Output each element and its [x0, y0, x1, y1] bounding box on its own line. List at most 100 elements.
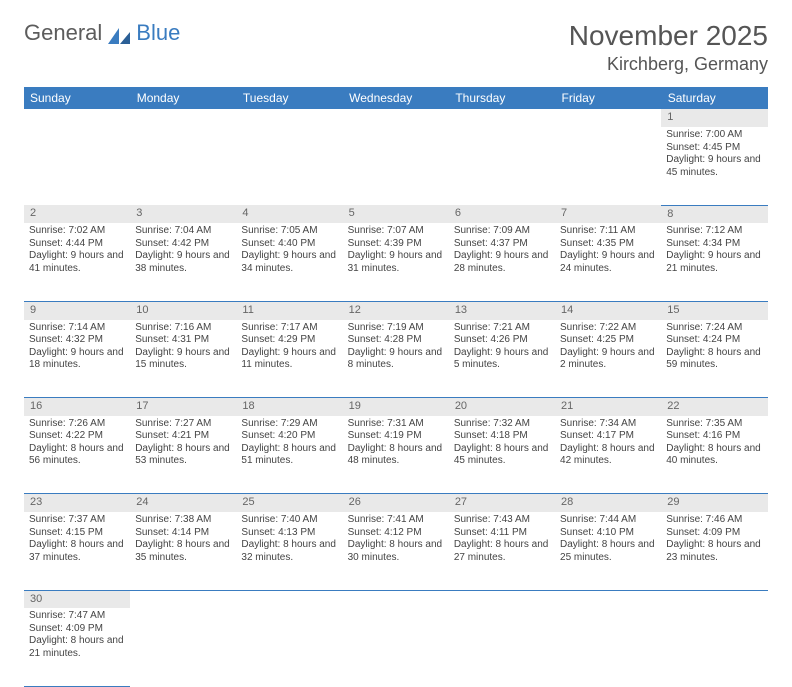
weekday-header: Tuesday — [236, 87, 342, 109]
day-detail — [24, 127, 130, 205]
day-detail: Sunrise: 7:12 AMSunset: 4:34 PMDaylight:… — [661, 223, 767, 301]
day-number — [343, 590, 449, 608]
day-detail: Sunrise: 7:19 AMSunset: 4:28 PMDaylight:… — [343, 320, 449, 398]
day-number: 28 — [555, 494, 661, 512]
day-number-row: 1 — [24, 109, 768, 127]
day-number: 26 — [343, 494, 449, 512]
day-number: 3 — [130, 205, 236, 223]
day-detail: Sunrise: 7:02 AMSunset: 4:44 PMDaylight:… — [24, 223, 130, 301]
day-number: 23 — [24, 494, 130, 512]
day-number: 4 — [236, 205, 342, 223]
day-detail: Sunrise: 7:16 AMSunset: 4:31 PMDaylight:… — [130, 320, 236, 398]
weekday-header: Thursday — [449, 87, 555, 109]
day-number: 1 — [661, 109, 767, 127]
day-detail: Sunrise: 7:31 AMSunset: 4:19 PMDaylight:… — [343, 416, 449, 494]
weekday-header-row: SundayMondayTuesdayWednesdayThursdayFrid… — [24, 87, 768, 109]
location: Kirchberg, Germany — [569, 54, 768, 75]
sail-icon — [106, 26, 132, 46]
header: General Blue November 2025 Kirchberg, Ge… — [24, 20, 768, 75]
day-detail: Sunrise: 7:35 AMSunset: 4:16 PMDaylight:… — [661, 416, 767, 494]
day-detail: Sunrise: 7:29 AMSunset: 4:20 PMDaylight:… — [236, 416, 342, 494]
day-detail-row: Sunrise: 7:00 AMSunset: 4:45 PMDaylight:… — [24, 127, 768, 205]
day-detail — [130, 127, 236, 205]
day-number: 19 — [343, 398, 449, 416]
day-detail: Sunrise: 7:00 AMSunset: 4:45 PMDaylight:… — [661, 127, 767, 205]
day-number-row: 30 — [24, 590, 768, 608]
day-number-row: 2345678 — [24, 205, 768, 223]
day-number: 27 — [449, 494, 555, 512]
day-detail: Sunrise: 7:22 AMSunset: 4:25 PMDaylight:… — [555, 320, 661, 398]
day-detail — [343, 127, 449, 205]
day-number: 12 — [343, 301, 449, 319]
day-detail: Sunrise: 7:07 AMSunset: 4:39 PMDaylight:… — [343, 223, 449, 301]
day-detail: Sunrise: 7:14 AMSunset: 4:32 PMDaylight:… — [24, 320, 130, 398]
day-number — [555, 109, 661, 127]
day-number: 17 — [130, 398, 236, 416]
day-number: 29 — [661, 494, 767, 512]
day-number: 16 — [24, 398, 130, 416]
day-number: 22 — [661, 398, 767, 416]
day-number-row: 9101112131415 — [24, 301, 768, 319]
day-detail: Sunrise: 7:47 AMSunset: 4:09 PMDaylight:… — [24, 608, 130, 686]
day-number: 30 — [24, 590, 130, 608]
day-detail — [236, 608, 342, 686]
weekday-header: Monday — [130, 87, 236, 109]
weekday-header: Sunday — [24, 87, 130, 109]
title-block: November 2025 Kirchberg, Germany — [569, 20, 768, 75]
day-number: 8 — [661, 205, 767, 223]
day-detail-row: Sunrise: 7:37 AMSunset: 4:15 PMDaylight:… — [24, 512, 768, 590]
day-number-row: 23242526272829 — [24, 494, 768, 512]
day-detail — [661, 608, 767, 686]
day-detail: Sunrise: 7:17 AMSunset: 4:29 PMDaylight:… — [236, 320, 342, 398]
day-number: 18 — [236, 398, 342, 416]
day-number — [449, 109, 555, 127]
day-detail — [343, 608, 449, 686]
day-number — [236, 109, 342, 127]
calendar-table: SundayMondayTuesdayWednesdayThursdayFrid… — [24, 87, 768, 687]
day-number: 15 — [661, 301, 767, 319]
day-detail: Sunrise: 7:34 AMSunset: 4:17 PMDaylight:… — [555, 416, 661, 494]
day-detail: Sunrise: 7:44 AMSunset: 4:10 PMDaylight:… — [555, 512, 661, 590]
month-title: November 2025 — [569, 20, 768, 52]
day-detail: Sunrise: 7:41 AMSunset: 4:12 PMDaylight:… — [343, 512, 449, 590]
day-detail-row: Sunrise: 7:47 AMSunset: 4:09 PMDaylight:… — [24, 608, 768, 686]
weekday-header: Wednesday — [343, 87, 449, 109]
weekday-header: Saturday — [661, 87, 767, 109]
day-number — [661, 590, 767, 608]
day-number: 7 — [555, 205, 661, 223]
day-number — [236, 590, 342, 608]
day-number — [449, 590, 555, 608]
day-detail — [555, 127, 661, 205]
day-number — [24, 109, 130, 127]
day-number: 6 — [449, 205, 555, 223]
day-detail: Sunrise: 7:04 AMSunset: 4:42 PMDaylight:… — [130, 223, 236, 301]
day-number: 14 — [555, 301, 661, 319]
day-number: 2 — [24, 205, 130, 223]
day-detail: Sunrise: 7:37 AMSunset: 4:15 PMDaylight:… — [24, 512, 130, 590]
day-detail — [236, 127, 342, 205]
day-detail: Sunrise: 7:43 AMSunset: 4:11 PMDaylight:… — [449, 512, 555, 590]
day-number: 5 — [343, 205, 449, 223]
day-number: 20 — [449, 398, 555, 416]
day-detail: Sunrise: 7:38 AMSunset: 4:14 PMDaylight:… — [130, 512, 236, 590]
day-detail: Sunrise: 7:26 AMSunset: 4:22 PMDaylight:… — [24, 416, 130, 494]
day-detail: Sunrise: 7:40 AMSunset: 4:13 PMDaylight:… — [236, 512, 342, 590]
day-detail: Sunrise: 7:05 AMSunset: 4:40 PMDaylight:… — [236, 223, 342, 301]
day-number: 24 — [130, 494, 236, 512]
day-detail: Sunrise: 7:09 AMSunset: 4:37 PMDaylight:… — [449, 223, 555, 301]
day-detail: Sunrise: 7:11 AMSunset: 4:35 PMDaylight:… — [555, 223, 661, 301]
day-number-row: 16171819202122 — [24, 398, 768, 416]
day-detail: Sunrise: 7:46 AMSunset: 4:09 PMDaylight:… — [661, 512, 767, 590]
day-detail — [130, 608, 236, 686]
logo-text-a: General — [24, 20, 102, 46]
day-number: 9 — [24, 301, 130, 319]
logo-text-b: Blue — [136, 20, 180, 46]
day-number: 25 — [236, 494, 342, 512]
day-detail — [449, 608, 555, 686]
day-number — [555, 590, 661, 608]
day-number: 11 — [236, 301, 342, 319]
day-number: 21 — [555, 398, 661, 416]
logo: General Blue — [24, 20, 180, 46]
day-detail-row: Sunrise: 7:26 AMSunset: 4:22 PMDaylight:… — [24, 416, 768, 494]
day-number — [343, 109, 449, 127]
